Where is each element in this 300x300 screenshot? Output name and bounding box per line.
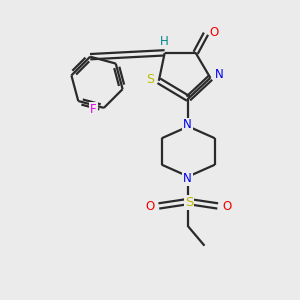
Text: N: N (215, 68, 224, 81)
Text: N: N (183, 118, 192, 131)
Text: H: H (160, 35, 169, 48)
Text: O: O (146, 200, 154, 213)
Text: O: O (210, 26, 219, 39)
Text: S: S (185, 196, 193, 208)
Text: O: O (222, 200, 231, 213)
Text: S: S (146, 73, 154, 86)
Text: N: N (183, 172, 192, 185)
Text: F: F (90, 103, 97, 116)
